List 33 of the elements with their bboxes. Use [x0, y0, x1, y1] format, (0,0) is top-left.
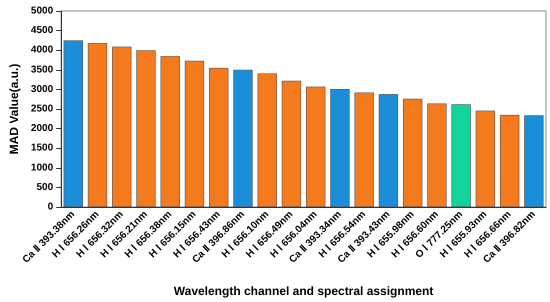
y-tick-label: 4000 — [30, 44, 54, 56]
y-tick-label: 1500 — [30, 142, 54, 154]
bar — [136, 50, 156, 207]
bar — [88, 43, 108, 207]
y-tick-label: 0 — [48, 202, 54, 212]
y-tick-label: 3500 — [30, 64, 54, 76]
bar — [330, 89, 350, 207]
bar — [402, 98, 422, 207]
y-tick-label: 4500 — [30, 25, 54, 36]
bar — [451, 104, 471, 207]
y-tick-label: 1000 — [30, 162, 54, 174]
y-tick-label: 5000 — [30, 6, 54, 16]
bar — [209, 68, 228, 207]
y-tick-label: 3000 — [30, 84, 54, 95]
y-tick-label: 500 — [36, 182, 54, 193]
y-axis-title: MAD Value(a.u.) — [7, 64, 21, 154]
x-axis-title: Wavelength channel and spectral assignment — [174, 284, 434, 298]
bar — [160, 56, 180, 207]
y-tick-label: 2000 — [30, 123, 54, 134]
bar — [233, 70, 253, 207]
bar — [476, 110, 496, 207]
bar — [378, 94, 398, 207]
bar — [184, 60, 204, 207]
bar — [524, 115, 544, 207]
bar — [306, 86, 326, 207]
bar — [354, 92, 374, 207]
y-tick-label: 2500 — [30, 104, 54, 114]
bar — [427, 104, 447, 207]
bar — [500, 114, 520, 207]
bar — [258, 73, 277, 207]
bar — [112, 46, 132, 207]
bar — [64, 40, 83, 207]
bar — [282, 80, 302, 207]
